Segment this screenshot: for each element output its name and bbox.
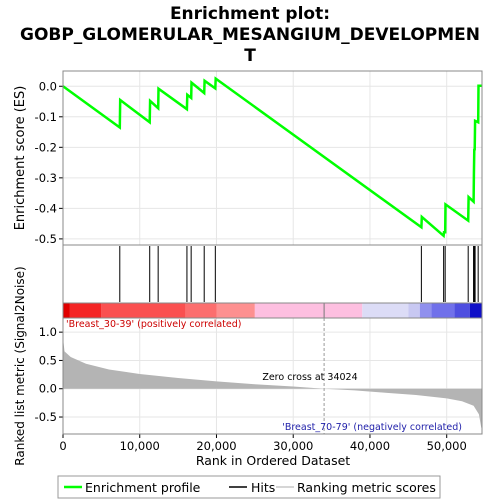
- legend-box: [57, 475, 441, 499]
- colorbar-segment: [408, 303, 420, 318]
- negative-correlation-label: 'Breast_70-79' (negatively correlated): [282, 422, 462, 433]
- metric-x-axis-ticks: 0 10,000 20,000 30,000 40,000 50,000: [59, 434, 467, 453]
- metric-gridlines: [62, 318, 482, 434]
- colorbar-segment: [454, 303, 470, 318]
- colorbar-segments: [63, 303, 482, 318]
- es-y-axis-ticks: 0.0 -0.1 -0.2 -0.3 -0.4 -0.5: [35, 79, 63, 246]
- metric-y-axis-ticks: 1.0 0.5 0.0 -0.5: [35, 325, 63, 424]
- metric-y-axis-label: Ranked list metric (Signal2Noise): [13, 266, 27, 465]
- x-tick-label: 20,000: [196, 439, 236, 453]
- hits-plot-area: [63, 245, 482, 303]
- metric-y-tick-label: 1.0: [39, 325, 57, 339]
- es-y-tick-label: 0.0: [39, 79, 57, 93]
- metric-y-tick-label: -0.5: [35, 410, 57, 424]
- ranked-list-colorbar: [62, 302, 483, 319]
- metric-y-tick-label: 0.5: [39, 353, 57, 367]
- x-tick-label: 40,000: [350, 439, 390, 453]
- es-plot-area: [63, 71, 482, 245]
- zero-cross-annotation: Zero cross at 34024: [262, 372, 357, 383]
- legend-label-hits: Hits: [251, 480, 275, 495]
- colorbar-segment: [431, 303, 455, 318]
- colorbar-segment: [469, 303, 482, 318]
- x-tick-label: 30,000: [273, 439, 313, 453]
- ranking-metric-panel: 1.0 0.5 0.0 -0.5 0 10,000 20,000 30,000 40,000 5…: [13, 266, 483, 468]
- x-tick-label: 0: [59, 439, 66, 453]
- legend-label-ranking: Ranking metric scores: [297, 480, 436, 495]
- es-y-tick-label: -0.2: [35, 140, 57, 154]
- metric-y-tick-label: 0.0: [39, 382, 57, 396]
- es-y-tick-label: -0.5: [35, 232, 57, 246]
- colorbar-segment: [101, 303, 186, 318]
- hits-panel: [62, 244, 483, 304]
- es-y-tick-label: -0.4: [35, 201, 57, 215]
- es-gridlines: [62, 71, 482, 245]
- colorbar-segment: [254, 303, 363, 318]
- x-tick-label: 10,000: [120, 439, 160, 453]
- title-line-2: GOBP_GLOMERULAR_MESANGIUM_DEVELOPMEN: [20, 25, 480, 45]
- hit-markers: [119, 246, 479, 302]
- metric-plot-frame: [62, 317, 483, 435]
- colorbar-segment: [419, 303, 432, 318]
- positive-correlation-label: 'Breast_30-39' (positively correlated): [66, 319, 242, 330]
- colorbar-segment: [362, 303, 409, 318]
- colorbar-segment: [63, 303, 70, 318]
- enrichment-score-panel: 0.0 -0.1 -0.2 -0.3 -0.4 -0.5 Enrichment score…: [13, 70, 483, 246]
- x-tick-label: 50,000: [427, 439, 467, 453]
- enrichment-profile-line: [62, 76, 482, 239]
- legend-label-enrichment: Enrichment profile: [85, 480, 201, 495]
- es-y-tick-label: -0.1: [35, 110, 57, 124]
- es-y-tick-label: -0.3: [35, 171, 57, 185]
- title-line-3: T: [244, 46, 256, 66]
- x-axis-label: Rank in Ordered Dataset: [196, 453, 350, 468]
- colorbar-segment: [69, 303, 102, 318]
- legend: Enrichment profile Hits Ranking metric s…: [57, 475, 441, 499]
- title-line-1: Enrichment plot:: [170, 4, 330, 24]
- es-y-axis-label: Enrichment score (ES): [13, 86, 28, 231]
- colorbar-segment: [216, 303, 255, 318]
- ranking-metric-area: [63, 337, 482, 430]
- colorbar-segment: [185, 303, 217, 318]
